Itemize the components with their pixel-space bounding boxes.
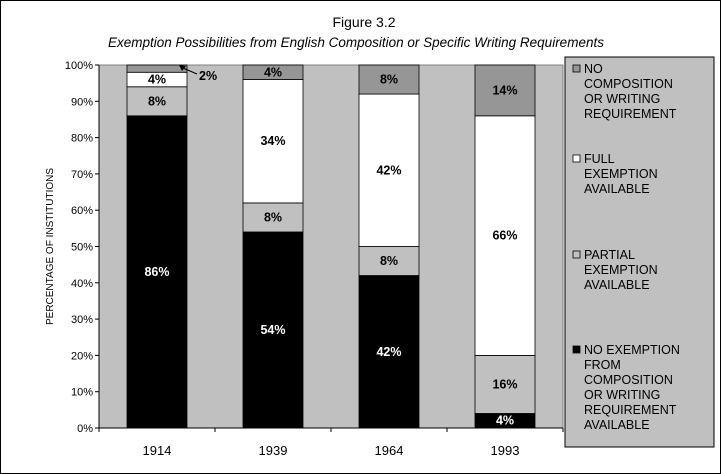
- x-tick-label: 1993: [491, 443, 520, 458]
- x-axis: 1914 1939 1964 1993: [98, 427, 564, 458]
- data-label: 8%: [264, 210, 282, 224]
- bar-segment: [126, 64, 188, 73]
- data-label: 54%: [260, 323, 285, 337]
- legend-label: AVAILABLE: [584, 278, 650, 292]
- data-label: 4%: [148, 73, 166, 87]
- bar-segment: [474, 354, 536, 414]
- legend-label: OR WRITING: [584, 92, 660, 106]
- legend-label: NO: [584, 62, 603, 76]
- y-tick-label: 100%: [65, 60, 93, 72]
- callout-line: [182, 67, 198, 75]
- x-tick-label: 1939: [259, 443, 288, 458]
- bar-segment: [358, 64, 420, 95]
- bar-segment: [474, 64, 536, 117]
- legend-label: AVAILABLE: [584, 418, 650, 432]
- legend-label: FULL: [584, 152, 615, 166]
- legend-label: NO EXEMPTION: [584, 343, 680, 357]
- data-label: 66%: [492, 229, 517, 243]
- legend-box: [564, 56, 715, 448]
- data-label: 8%: [380, 254, 398, 268]
- chart-title: Figure 3.2: [332, 14, 395, 30]
- data-label: 42%: [376, 163, 401, 177]
- legend-label: OR WRITING: [584, 388, 660, 402]
- data-label: 42%: [376, 345, 401, 359]
- data-label: 14%: [492, 83, 517, 97]
- legend-label: EXEMPTION: [584, 167, 658, 181]
- legend-label: COMPOSITION: [584, 77, 673, 91]
- legend-swatch: [572, 64, 581, 73]
- y-tick-label: 90%: [71, 96, 93, 108]
- chart-subtitle: Exemption Possibilities from English Com…: [108, 35, 604, 50]
- legend-swatch: [572, 154, 581, 163]
- y-tick-label: 40%: [71, 278, 93, 290]
- y-tick-label: 0%: [77, 423, 93, 435]
- legend-swatch: [572, 345, 581, 354]
- bar-segment: [358, 93, 420, 247]
- data-label: 16%: [492, 377, 517, 391]
- legend-label: AVAILABLE: [584, 182, 650, 196]
- bar-segment: [358, 246, 420, 276]
- y-tick-label: 70%: [71, 169, 93, 181]
- callout-arrowhead: [179, 65, 186, 71]
- data-label: 4%: [264, 65, 282, 79]
- y-tick-label: 80%: [71, 133, 93, 145]
- data-label: 8%: [148, 94, 166, 108]
- legend-label: PARTIAL: [584, 248, 635, 262]
- legend-swatch: [572, 250, 581, 259]
- legend-label: COMPOSITION: [584, 373, 673, 387]
- bar-segment: [358, 275, 420, 429]
- x-tick-label: 1914: [143, 443, 172, 458]
- legend-label: REQUIREMENT: [584, 403, 677, 417]
- data-label: 4%: [496, 414, 514, 428]
- legend-label: FROM: [584, 358, 621, 372]
- bar-segment: [242, 202, 304, 233]
- bar-segment: [474, 115, 536, 356]
- data-label: 8%: [380, 73, 398, 87]
- bar-segment: [242, 64, 304, 80]
- y-tick-label: 20%: [71, 350, 93, 362]
- y-tick-label: 10%: [71, 387, 93, 399]
- y-tick-label: 30%: [71, 314, 93, 326]
- y-tick-label: 50%: [71, 242, 93, 254]
- y-axis: 0% 10% 20% 30% 40% 50% 60% 70% 80% 90% 100%: [65, 60, 100, 435]
- bar-segment: [242, 79, 304, 204]
- y-tick-label: 60%: [71, 205, 93, 217]
- data-label: 86%: [144, 265, 169, 279]
- data-label: 34%: [260, 134, 285, 148]
- legend-label: EXEMPTION: [584, 263, 658, 277]
- bars-group: 86% 8% 4% 2% 54% 8% 34% 4% 42% 8% 42% 8% 4% 16% 66% 14%: [126, 64, 536, 429]
- data-label: 2%: [199, 69, 217, 83]
- y-axis-label: PERCENTAGE OF INSTITUTIONS: [45, 168, 56, 325]
- legend-label: REQUIREMENT: [584, 107, 677, 121]
- x-tick-label: 1964: [375, 443, 404, 458]
